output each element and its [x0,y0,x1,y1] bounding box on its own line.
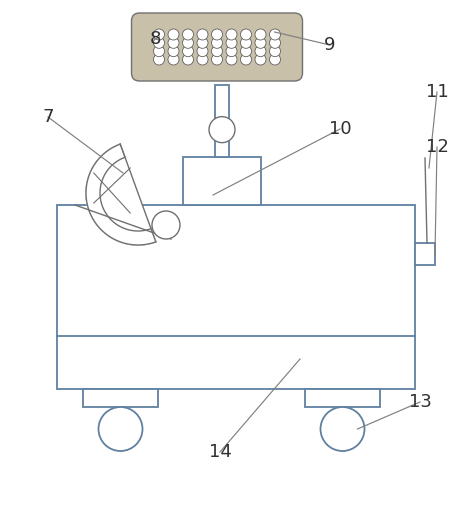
Bar [183,157,261,205]
Circle shape [226,38,237,48]
Circle shape [152,211,180,239]
Bar [215,85,229,157]
Circle shape [240,29,251,40]
Circle shape [168,54,179,65]
Circle shape [211,29,222,40]
Circle shape [240,46,251,57]
Text: 7: 7 [42,108,54,126]
Text: 9: 9 [324,36,336,54]
Circle shape [168,46,179,57]
Circle shape [255,46,266,57]
Bar [415,243,435,265]
Bar [83,389,158,407]
Circle shape [226,46,237,57]
Circle shape [168,29,179,40]
Bar [305,389,380,407]
Circle shape [182,54,193,65]
Text: 14: 14 [209,443,231,461]
Text: 12: 12 [426,138,448,156]
Circle shape [269,29,281,40]
Circle shape [153,29,164,40]
Circle shape [211,46,222,57]
Circle shape [153,46,164,57]
Circle shape [255,38,266,48]
Circle shape [226,54,237,65]
Circle shape [321,407,364,451]
Circle shape [182,46,193,57]
Circle shape [153,54,164,65]
Circle shape [168,38,179,48]
Wedge shape [86,144,156,245]
Circle shape [153,38,164,48]
Circle shape [269,38,281,48]
FancyBboxPatch shape [132,13,303,81]
Circle shape [197,29,208,40]
Text: 8: 8 [149,30,161,48]
Text: 13: 13 [408,393,431,411]
Circle shape [211,54,222,65]
Bar [57,205,415,389]
Polygon shape [86,144,156,245]
Circle shape [182,29,193,40]
Circle shape [240,38,251,48]
Text: 10: 10 [329,120,352,138]
Circle shape [197,54,208,65]
Circle shape [211,38,222,48]
Circle shape [269,54,281,65]
Circle shape [182,38,193,48]
Circle shape [269,46,281,57]
Circle shape [209,117,235,142]
Circle shape [240,54,251,65]
Circle shape [197,46,208,57]
Text: 11: 11 [426,83,448,101]
Circle shape [255,54,266,65]
Circle shape [197,38,208,48]
Circle shape [255,29,266,40]
Circle shape [226,29,237,40]
Circle shape [98,407,142,451]
